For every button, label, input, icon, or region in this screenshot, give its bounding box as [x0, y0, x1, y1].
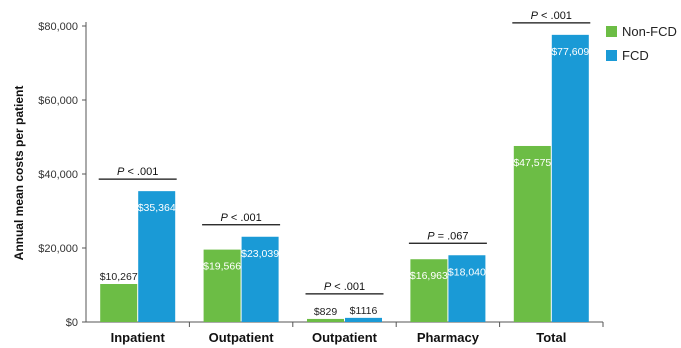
bar-value-label: $23,039	[241, 248, 279, 260]
x-category-label: Outpatient	[312, 330, 378, 345]
bar-value-label: $1116	[350, 305, 378, 317]
y-tick-label: $40,000	[38, 169, 78, 181]
bar-value-label: $18,040	[448, 266, 486, 278]
p-value-text: < .001	[331, 281, 365, 293]
y-tick-label: $0	[66, 317, 78, 329]
p-value-symbol: P	[427, 230, 435, 242]
bar-fcd	[551, 34, 589, 322]
bar-non-fcd	[513, 145, 551, 322]
bar-non-fcd	[307, 318, 344, 322]
y-axis-label: Annual mean costs per patient	[12, 86, 26, 261]
y-tick-label: $20,000	[38, 243, 78, 255]
bar-layer	[100, 34, 589, 322]
bar-value-label: $829	[314, 306, 338, 318]
p-value-label: P < .001	[531, 10, 572, 22]
p-value-label: P < .001	[324, 281, 365, 293]
x-category-label: Total	[536, 330, 566, 345]
x-category-label: Outpatient	[209, 330, 275, 345]
legend: Non-FCD FCD	[606, 24, 677, 63]
bar-value-label: $19,566	[203, 261, 241, 273]
bar-value-label: $10,267	[100, 271, 138, 283]
p-value-text: < .001	[124, 166, 158, 178]
bar-fcd	[345, 317, 382, 322]
bar-value-label: $35,364	[138, 202, 176, 214]
p-value-text: < .001	[228, 212, 262, 224]
y-tick-label: $80,000	[38, 21, 78, 33]
x-category-label: Pharmacy	[417, 330, 480, 345]
label-layer: $10,267 $35,364 P < .001 $19,566$23,039 P < …	[98, 10, 591, 318]
bar-fcd	[138, 191, 176, 322]
axis-layer: $0 $20,000 $40,000 $60,000 $80,000 Inpatient O…	[38, 21, 604, 345]
bar-value-label: $77,609	[551, 46, 589, 58]
p-value-label: P < .001	[220, 212, 261, 224]
bar-value-label: $16,963	[410, 270, 448, 282]
legend-swatch-non-fcd	[606, 26, 617, 37]
p-value-symbol: P	[220, 212, 228, 224]
p-value-symbol: P	[531, 10, 539, 22]
p-value-label: P < .001	[117, 166, 158, 178]
p-value-text: < .001	[538, 10, 572, 22]
legend-label: FCD	[622, 48, 649, 63]
bar-value-label: $47,575	[513, 157, 551, 169]
legend-swatch-fcd	[606, 50, 617, 61]
bar-fcd	[241, 236, 279, 322]
p-value-symbol: P	[117, 166, 125, 178]
p-value-label: P = .067	[427, 230, 468, 242]
legend-label: Non-FCD	[622, 24, 677, 39]
bar-non-fcd	[203, 249, 241, 322]
x-category-label: Inpatient	[111, 330, 166, 345]
y-tick-label: $60,000	[38, 95, 78, 107]
p-value-text: = .067	[435, 230, 469, 242]
bar-non-fcd	[100, 284, 138, 322]
bar-fcd	[448, 255, 486, 322]
bar-non-fcd	[410, 259, 448, 322]
p-value-symbol: P	[324, 281, 332, 293]
